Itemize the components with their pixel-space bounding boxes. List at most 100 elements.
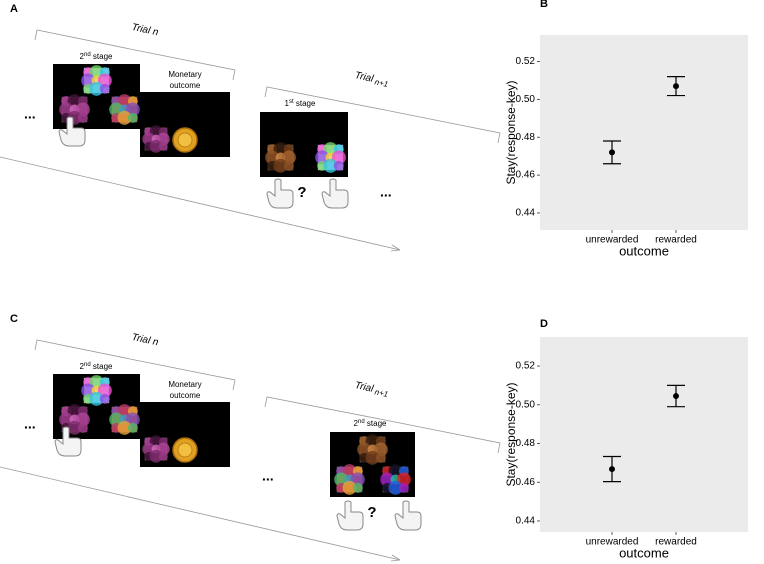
arrow-head (390, 554, 401, 562)
hand-icon (321, 178, 349, 209)
x-axis-label: outcome (619, 243, 669, 258)
stage-suffix: st (289, 99, 294, 105)
stimulus-image (142, 125, 170, 153)
hand-shape (58, 116, 86, 147)
stimulus-image (109, 404, 140, 435)
y-tick-label: 0.44 (516, 208, 536, 219)
image-blot (342, 480, 357, 495)
image-blot (149, 449, 163, 463)
image-blot (89, 81, 104, 96)
trial-sub: n+1 (374, 387, 389, 399)
image-blot (149, 139, 163, 153)
y-tick-label: 0.48 (516, 438, 536, 449)
y-tick-label: 0.52 (516, 56, 536, 67)
outcome-label: Monetary (168, 70, 201, 79)
stimulus-image (59, 94, 90, 125)
outcome-label: outcome (170, 81, 201, 90)
y-tick-label: 0.46 (516, 477, 536, 488)
stage-ordinal: 1 (285, 99, 290, 108)
outcome-label: outcome (170, 391, 201, 400)
question-mark: ? (297, 184, 306, 201)
stage-suffix: nd (358, 419, 365, 425)
image-blot (89, 391, 104, 406)
stage-rest: stage (91, 52, 113, 61)
stimulus-image (334, 464, 365, 495)
stimulus-image (81, 65, 112, 96)
image-blot (283, 160, 294, 171)
hand-icon (394, 500, 422, 531)
trial-bracket (264, 396, 501, 454)
image-blot (158, 141, 168, 151)
stage-rest: stage (365, 419, 387, 428)
image-blot (77, 112, 88, 123)
time-arrow (0, 156, 401, 251)
hand-shape (266, 178, 294, 209)
image-blot (77, 422, 88, 433)
x-axis-label: outcome (619, 545, 669, 560)
stimulus-image (380, 464, 411, 495)
point (673, 393, 679, 400)
coin-inner (177, 442, 193, 458)
hand-icon (58, 116, 86, 147)
image-blot (352, 482, 363, 493)
stage-rest: stage (91, 362, 113, 371)
image-blot (333, 160, 344, 171)
time-arrow (0, 466, 401, 561)
trial-label: Trial n (131, 332, 160, 348)
trial-bracket (34, 339, 236, 391)
stimulus-image (357, 434, 388, 465)
point (609, 149, 615, 156)
point (609, 466, 615, 473)
image-blot (273, 158, 288, 173)
y-tick-label: 0.50 (516, 399, 536, 410)
hand-shape (321, 178, 349, 209)
stage-label: 1st stage (285, 99, 316, 109)
image-blot (127, 112, 138, 123)
stage-label: 2nd stage (80, 52, 113, 62)
stage-label: 2nd stage (80, 362, 113, 372)
stimulus-image (265, 142, 296, 173)
question-mark: ? (367, 504, 376, 521)
panel-letter: D (540, 318, 548, 330)
stimulus-image (142, 435, 170, 463)
stage-label: 2nd stage (354, 419, 387, 429)
trial-sub: n+1 (374, 77, 389, 89)
trial-word: Trial (354, 380, 375, 395)
y-axis-label: Stay(response-key) (504, 382, 518, 486)
image-blot (127, 422, 138, 433)
trial-bracket (34, 29, 236, 81)
image-blot (388, 480, 403, 495)
point (673, 83, 679, 90)
image-blot (323, 158, 338, 173)
stage-ordinal: 2 (80, 362, 85, 371)
stimulus-image (315, 142, 346, 173)
hand-shape (394, 500, 422, 531)
panel-letter: C (10, 313, 18, 325)
y-tick-label: 0.52 (516, 361, 536, 372)
panel-letter: B (540, 0, 548, 10)
y-tick-label: 0.46 (516, 170, 536, 181)
image-blot (99, 83, 110, 94)
stimulus-image (81, 375, 112, 406)
image-blot (158, 451, 168, 461)
stage-rest: stage (294, 99, 316, 108)
stage-ordinal: 2 (80, 52, 85, 61)
image-blot (67, 420, 82, 435)
y-tick-label: 0.50 (516, 94, 536, 105)
y-tick-label: 0.48 (516, 132, 536, 143)
stage-suffix: nd (84, 52, 91, 58)
outcome-label: Monetary (168, 380, 201, 389)
plot-background (540, 35, 748, 230)
y-tick-label: 0.44 (516, 516, 536, 527)
panel-letter: A (10, 3, 18, 15)
image-blot (375, 452, 386, 463)
trial-label: Trial n (131, 22, 160, 38)
hand-icon (54, 426, 82, 457)
image-blot (117, 420, 132, 435)
stage-suffix: nd (84, 362, 91, 368)
ellipsis: ... (24, 416, 36, 432)
stimulus-image (109, 94, 140, 125)
image-blot (99, 393, 110, 404)
ellipsis: ... (24, 106, 36, 122)
